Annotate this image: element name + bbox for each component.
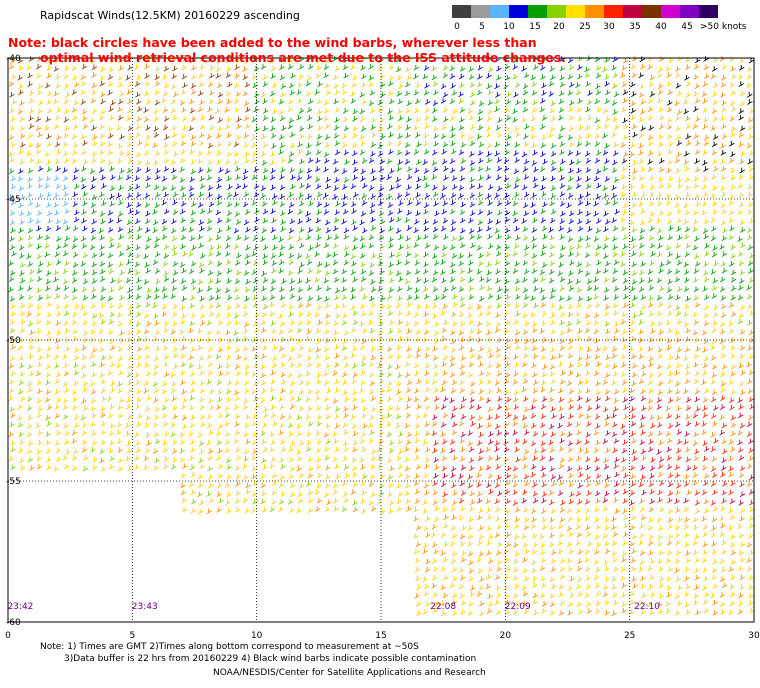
scale-swatch [623,5,642,18]
latitude-labels: -40 -45 -50 -55 -60 [6,54,21,628]
latitude-tick-label: -60 [6,618,21,628]
longitude-tick-label: 10 [251,631,263,641]
latitude-tick-label: -45 [6,195,21,205]
longitude-tick-label: 30 [748,631,760,641]
pass-time-label: 22:08 [430,602,456,612]
wind-barb-group [8,55,754,302]
longitude-tick-label: 20 [500,631,512,641]
pass-time-label: 22:10 [634,602,660,612]
time-labels: 23:42 23:43 22:08 22:09 22:10 [7,602,660,612]
wind-barb-group [9,56,755,513]
scale-swatch [604,5,623,18]
longitude-labels: 0 5 10 15 20 25 30 [5,631,760,641]
map-grid [8,58,754,622]
scale-swatch [528,5,547,18]
scale-swatch [699,5,718,18]
scale-swatch [661,5,680,18]
wind-barb-group [432,395,755,506]
wind-barb-group [621,56,755,174]
scale-label: 15 [529,22,541,32]
wind-barb-group [431,395,755,506]
pass-time-label: 23:43 [132,602,158,612]
scale-swatch [642,5,661,18]
scale-label: 25 [579,22,591,32]
footer-note-line-2: 3)Data buffer is 22 hrs from 20160229 4)… [64,654,477,664]
pass-time-label: 23:42 [7,602,33,612]
scale-label: 5 [479,22,485,32]
scale-label: >50 knots [700,22,747,32]
scale-label: 45 [681,22,693,32]
scale-swatch [471,5,490,18]
scale-label: 30 [603,22,615,32]
wind-barbs-layer [8,55,755,617]
scale-label: 35 [629,22,641,32]
scale-swatch [452,5,471,18]
latitude-tick-label: -40 [6,54,21,64]
pass-time-label: 22:09 [505,602,531,612]
scale-swatch [490,5,509,18]
scale-label: 40 [655,22,667,32]
scale-swatch [547,5,566,18]
footer-note-line-1: Note: 1) Times are GMT 2)Times along bot… [40,642,419,652]
wind-barb-group [8,55,755,617]
scale-swatch [566,5,585,18]
scale-swatch [509,5,528,18]
attitude-note-line-1: Note: black circles have been added to t… [8,35,537,50]
map-title: Rapidscat Winds(12.5KM) 20160229 ascendi… [40,9,300,22]
longitude-tick-label: 0 [5,631,11,641]
wind-barb-group [9,56,251,149]
scale-label: 0 [454,22,460,32]
latitude-tick-label: -50 [6,336,21,346]
footer-credit: NOAA/NESDIS/Center for Satellite Applica… [213,668,486,678]
attitude-note-line-2: optimal wind retrieval conditions are me… [40,50,566,65]
scale-label: 10 [503,22,515,32]
longitude-tick-label: 25 [624,631,635,641]
wind-barb-group [8,175,71,226]
scale-swatch [585,5,604,18]
map-frame [7,57,755,623]
scale-swatch [680,5,699,18]
wind-barb-group [18,56,620,234]
latitude-tick-label: -55 [6,477,21,487]
longitude-tick-label: 15 [375,631,386,641]
longitude-tick-label: 5 [129,631,135,641]
wind-barb-group [8,55,755,617]
scale-label: 20 [553,22,565,32]
